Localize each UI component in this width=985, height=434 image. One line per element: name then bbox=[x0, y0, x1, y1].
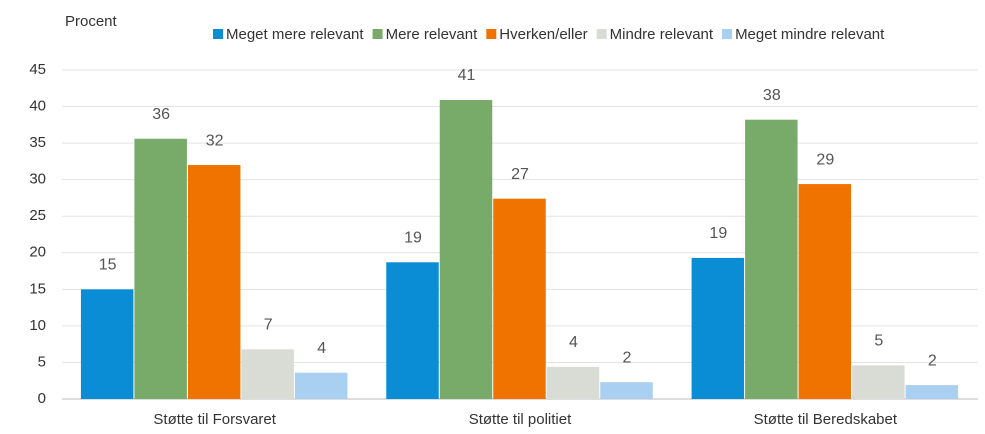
bar bbox=[241, 349, 294, 399]
bar bbox=[546, 366, 600, 399]
value-label: 2 bbox=[623, 349, 632, 366]
value-label: 32 bbox=[206, 132, 224, 149]
value-label: 4 bbox=[569, 334, 578, 351]
legend-swatch bbox=[213, 29, 223, 39]
x-tick-label: Støtte til Forsvaret bbox=[153, 411, 276, 428]
y-tick-label: 25 bbox=[29, 207, 46, 224]
x-tick-label: Støtte til Beredskabet bbox=[754, 411, 898, 428]
bar bbox=[294, 372, 348, 399]
value-label: 19 bbox=[404, 230, 422, 247]
bar bbox=[439, 99, 493, 399]
bar bbox=[80, 289, 134, 399]
y-tick-label: 10 bbox=[29, 317, 46, 334]
value-label: 19 bbox=[709, 225, 727, 242]
bar bbox=[798, 184, 852, 399]
value-label: 27 bbox=[511, 166, 529, 183]
y-axis-label: Procent bbox=[65, 13, 118, 30]
value-label: 2 bbox=[928, 352, 937, 369]
legend-label: Mindre relevant bbox=[610, 26, 714, 43]
value-label: 29 bbox=[816, 151, 834, 168]
legend-label: Hverken/eller bbox=[499, 26, 587, 43]
y-tick-label: 45 bbox=[29, 61, 46, 78]
value-label: 41 bbox=[458, 67, 476, 84]
y-tick-label: 15 bbox=[29, 280, 46, 297]
bar bbox=[691, 257, 745, 399]
bar bbox=[134, 138, 187, 400]
y-tick-label: 20 bbox=[29, 244, 46, 261]
y-tick-label: 35 bbox=[29, 134, 46, 151]
bar bbox=[905, 385, 959, 399]
value-label: 38 bbox=[763, 87, 781, 104]
y-tick-label: 0 bbox=[38, 390, 46, 407]
bar bbox=[745, 119, 798, 400]
bar bbox=[187, 165, 241, 399]
value-label: 5 bbox=[874, 333, 883, 350]
value-label: 4 bbox=[317, 340, 326, 357]
value-label: 36 bbox=[152, 106, 170, 123]
legend-label: Meget mindre relevant bbox=[735, 26, 885, 43]
legend-swatch bbox=[486, 29, 497, 39]
y-tick-label: 30 bbox=[29, 171, 46, 188]
bar bbox=[600, 382, 653, 399]
legend-swatch bbox=[596, 29, 607, 39]
y-tick-label: 40 bbox=[29, 98, 46, 115]
legend-swatch bbox=[722, 29, 733, 39]
bar bbox=[386, 262, 439, 399]
bar bbox=[493, 198, 546, 399]
legend-swatch bbox=[372, 29, 383, 39]
y-tick-label: 5 bbox=[38, 353, 46, 370]
x-tick-label: Støtte til politiet bbox=[469, 411, 572, 428]
legend-label: Meget mere relevant bbox=[226, 26, 364, 43]
legend-label: Mere relevant bbox=[386, 26, 479, 43]
bar bbox=[852, 365, 905, 399]
value-label: 7 bbox=[264, 317, 273, 334]
value-label: 15 bbox=[99, 257, 117, 274]
